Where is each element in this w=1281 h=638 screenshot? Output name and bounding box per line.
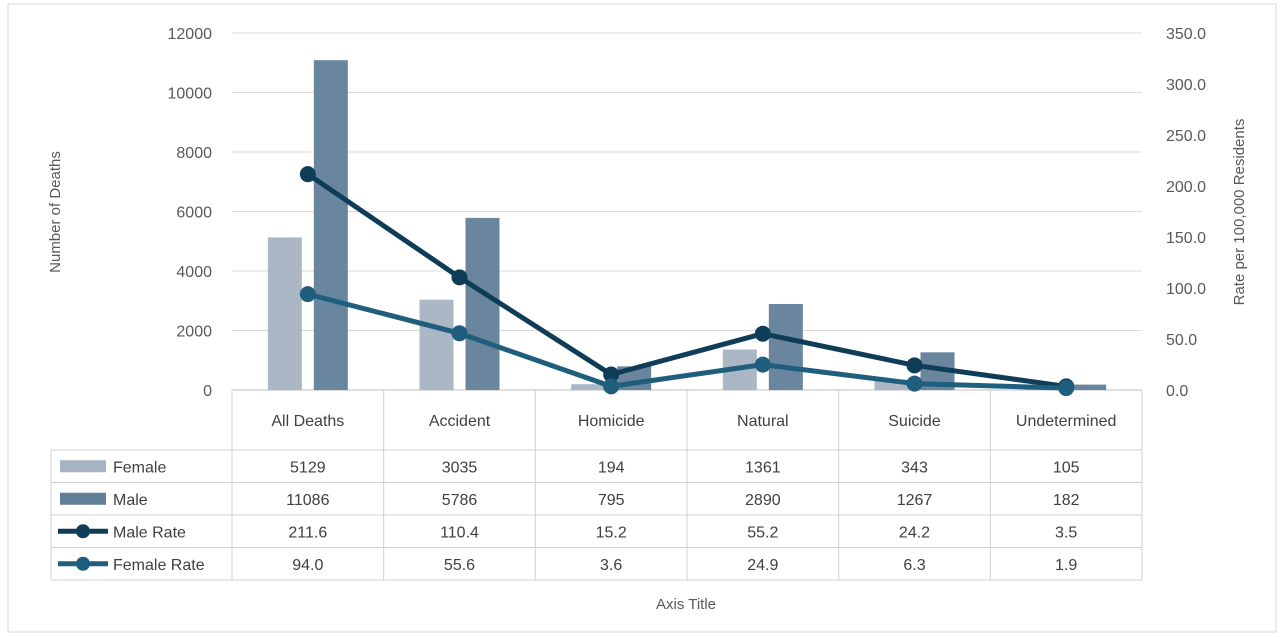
y-tick-label: 12000 [168,26,213,43]
cell-male-suicide: 1267 [897,492,933,509]
table-row-male-rate: Male Rate 211.6 110.4 15.2 55.2 24.2 3.5 [58,524,1077,541]
y-tick-label: 8000 [176,145,212,162]
cell-male-undetermined: 182 [1053,492,1080,509]
category-label-suicide: Suicide [888,413,941,430]
point-female-rate-suicide [906,375,923,392]
y-axis-title: Number of Deaths [47,151,64,273]
chart-area [7,3,1277,633]
cell-male-rate-undetermined: 3.5 [1055,524,1077,541]
rate-lines [299,166,1075,397]
cell-female-rate-all-deaths: 94.0 [292,557,323,574]
category-label-accident: Accident [429,413,491,430]
y2-tick-label: 50.0 [1166,332,1197,349]
point-male-rate-all-deaths [299,166,316,183]
cell-male-rate-accident: 110.4 [440,524,479,541]
y2-tick-label: 100.0 [1166,281,1206,298]
cell-female-accident: 3035 [442,459,478,476]
line-female-rate [307,291,1067,391]
cell-male-natural: 2890 [745,492,781,509]
y2-tick-label: 0.0 [1166,383,1188,400]
point-male-rate-natural [754,325,771,342]
bar-female-suicide [874,379,909,390]
y-tick-label: 6000 [176,205,212,222]
legend-key-marker [76,524,90,539]
y2-tick-label: 350.0 [1166,26,1206,43]
legend-label-female-rate: Female Rate [113,557,205,574]
point-male-rate-homicide [603,366,620,383]
cell-female-rate-suicide: 6.3 [903,557,925,574]
y-tick-label: 0 [203,383,212,400]
data-table: All Deaths Accident Homicide Natural Suicide… [50,390,1143,581]
right-axis-ticks: 0.0 50.0 100.0 150.0 200.0 250.0 300.0 350.0 [1166,26,1206,400]
cell-female-homicide: 194 [598,459,625,476]
cell-female-natural: 1361 [745,459,781,476]
cell-male-homicide: 795 [598,492,625,509]
point-female-rate-homicide [603,378,620,395]
bar-male-all-deaths [313,60,348,391]
y2-tick-label: 300.0 [1166,77,1206,94]
bar-male-accident [465,217,500,390]
cell-male-rate-natural: 55.2 [747,524,778,541]
cell-female-rate-accident: 55.6 [444,557,475,574]
legend-key-marker [76,556,90,571]
cell-female-rate-undetermined: 1.9 [1055,557,1077,574]
legend-label-male: Male [113,492,148,509]
bar-female-accident [419,299,454,390]
point-female-rate-natural [754,356,771,373]
category-label-all-deaths: All Deaths [271,413,344,430]
bars [267,60,1107,391]
bar-male-natural [768,304,803,390]
legend-label-male-rate: Male Rate [113,524,186,541]
x-axis-title: Axis Title [656,596,716,613]
bar-female-homicide [571,384,606,390]
y2-axis-title: Rate per 100,000 Residents [1231,119,1248,306]
point-female-rate-accident [451,325,468,342]
cell-female-all-deaths: 5129 [290,459,326,476]
point-male-rate-suicide [906,357,923,374]
point-male-rate-accident [451,269,468,286]
cell-female-rate-homicide: 3.6 [600,557,622,574]
table-row-female: Female 5129 3035 194 1361 343 105 [60,459,1080,476]
point-female-rate-undetermined [1058,380,1075,397]
cell-male-all-deaths: 11086 [286,492,329,509]
cell-male-rate-all-deaths: 211.6 [288,524,327,541]
category-label-undetermined: Undetermined [1016,413,1117,430]
y2-tick-label: 200.0 [1166,179,1206,196]
y2-tick-label: 150.0 [1166,230,1206,247]
y-tick-label: 4000 [176,264,212,281]
cell-male-accident: 5786 [442,492,478,509]
legend-key-female [60,460,106,473]
y-tick-label: 10000 [168,86,213,103]
bar-female-all-deaths [267,237,302,390]
cell-female-undetermined: 105 [1053,459,1080,476]
line-male-rate [306,172,1067,389]
point-female-rate-all-deaths [299,286,316,303]
category-label-homicide: Homicide [578,413,645,430]
legend-label-female: Female [113,459,166,476]
legend-key-male [60,492,106,505]
cell-male-rate-homicide: 15.2 [596,524,627,541]
y2-tick-label: 250.0 [1166,128,1206,145]
bar-male-undetermined [1072,384,1107,390]
cell-female-rate-natural: 24.9 [747,557,778,574]
table-row-male: Male 11086 5786 795 2890 1267 182 [60,492,1080,509]
y-tick-label: 2000 [176,324,212,341]
left-axis-ticks: 0 2000 4000 6000 8000 10000 12000 [168,26,213,400]
cell-male-rate-suicide: 24.2 [899,524,930,541]
category-label-natural: Natural [737,413,789,430]
table-row-female-rate: Female Rate 94.0 55.6 3.6 24.9 6.3 1.9 [58,556,1077,574]
cell-female-suicide: 343 [901,459,928,476]
